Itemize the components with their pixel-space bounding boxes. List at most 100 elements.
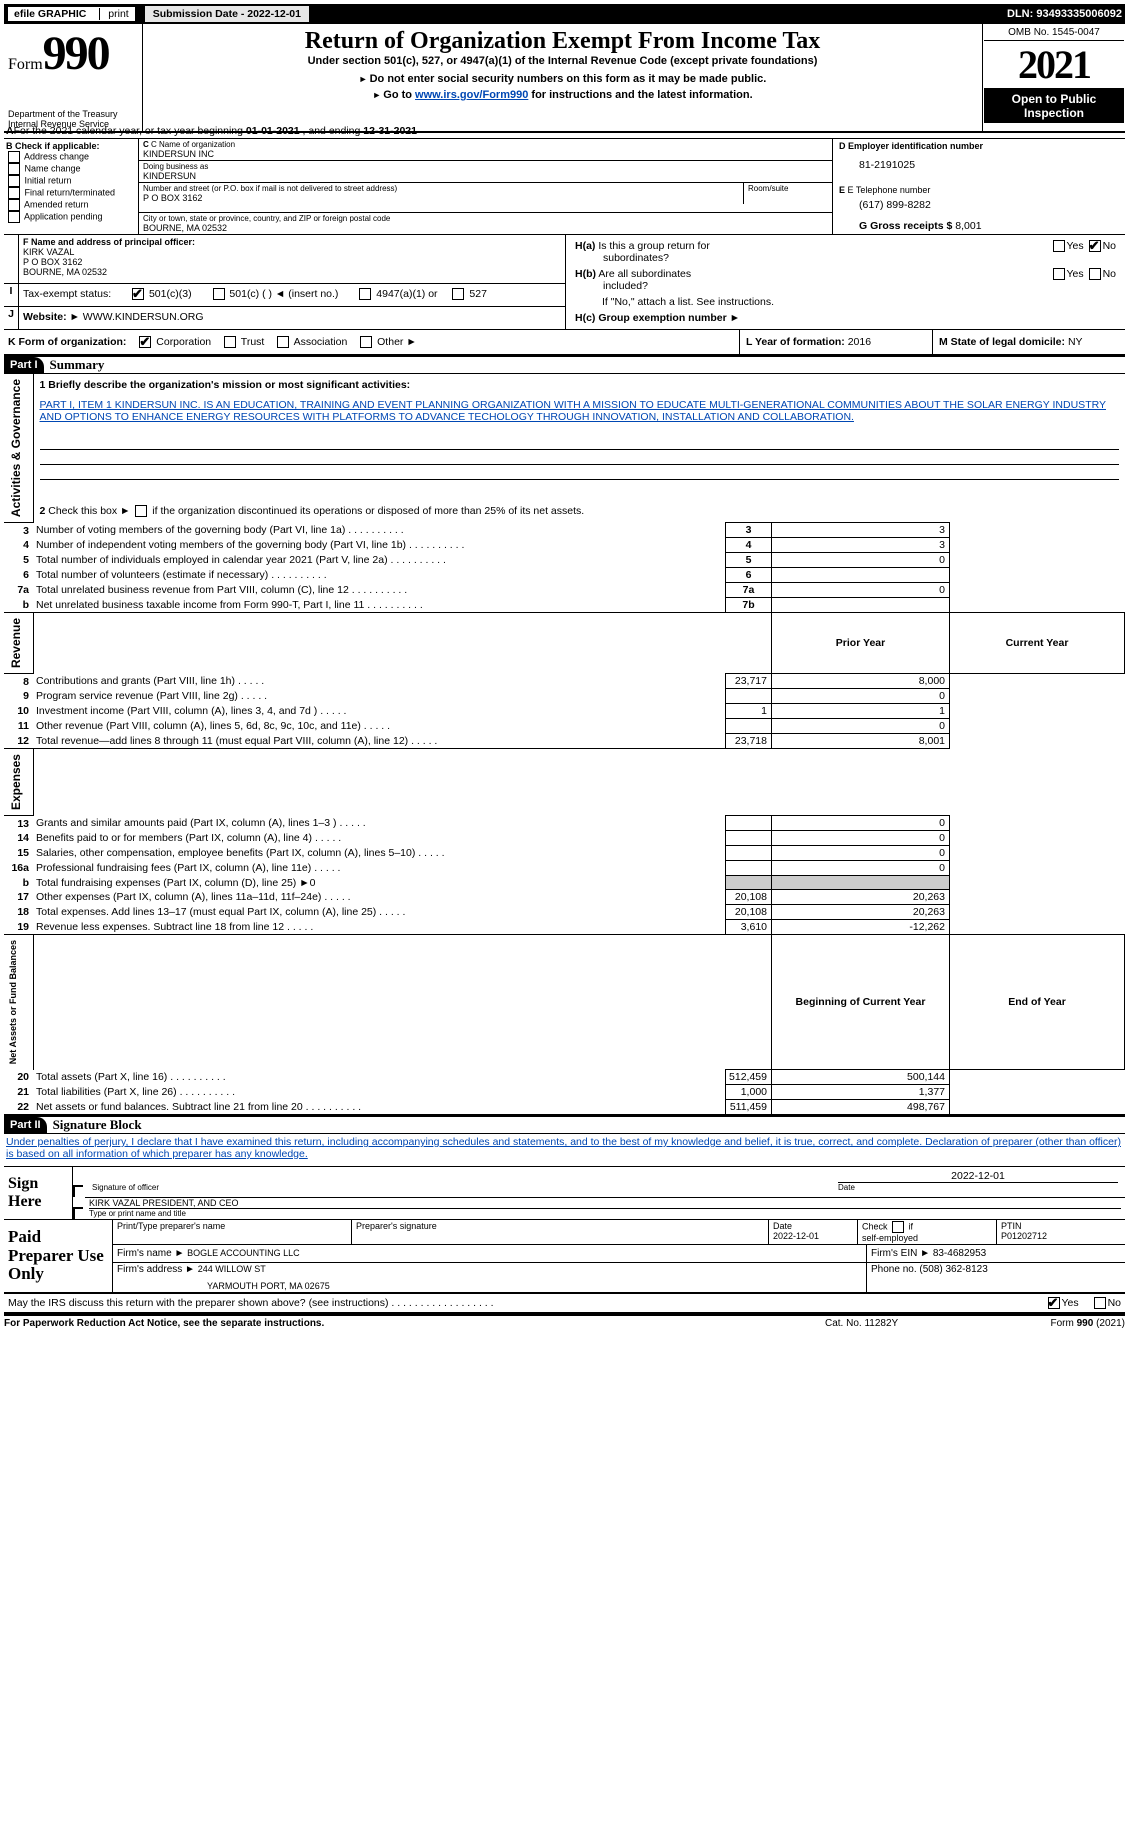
box-c-dba: Doing business as KINDERSUN bbox=[139, 161, 833, 183]
footer-right: Form 990 (2021) bbox=[985, 1318, 1125, 1329]
table-row: b Net unrelated business taxable income … bbox=[4, 598, 1125, 613]
box-b-checkbox[interactable] bbox=[8, 211, 20, 223]
table-row: 21 Total liabilities (Part X, line 26) 1… bbox=[4, 1085, 1125, 1100]
box-b-label: B Check if applicable: bbox=[6, 141, 100, 151]
ha-no-checkbox[interactable] bbox=[1089, 240, 1101, 252]
i-o2: 501(c) ( ) ◄ (insert no.) bbox=[229, 288, 338, 300]
efile-text: efile GRAPHIC bbox=[14, 8, 86, 20]
i-501c3-checkbox[interactable] bbox=[132, 288, 144, 300]
may-irs-no-checkbox[interactable] bbox=[1094, 1297, 1106, 1309]
k-trust-checkbox[interactable] bbox=[224, 336, 236, 348]
i-4947-checkbox[interactable] bbox=[359, 288, 371, 300]
p-date-label: Date bbox=[773, 1221, 792, 1231]
footer-mid: Cat. No. 11282Y bbox=[825, 1318, 985, 1329]
table-row: 9 Program service revenue (Part VIII, li… bbox=[4, 689, 1125, 704]
box-b-checkbox[interactable] bbox=[8, 163, 20, 175]
i-label: Tax-exempt status: bbox=[23, 288, 111, 300]
self-employed-checkbox[interactable] bbox=[892, 1221, 904, 1233]
box-b-checkbox[interactable] bbox=[8, 151, 20, 163]
i-o4: 527 bbox=[469, 288, 487, 300]
part-1-table: Activities & Governance 1 Briefly descri… bbox=[4, 374, 1125, 1116]
box-c-city: City or town, state or province, country… bbox=[139, 213, 833, 235]
part-2-tag: Part II bbox=[4, 1117, 47, 1133]
hb-no-checkbox[interactable] bbox=[1089, 268, 1101, 280]
c-label: C Name of organization bbox=[151, 140, 235, 149]
klm-block: K Form of organization: Corporation Trus… bbox=[4, 329, 1125, 356]
table-row: 3 Number of voting members of the govern… bbox=[4, 523, 1125, 538]
street-label: Number and street (or P.O. box if mail i… bbox=[143, 184, 739, 193]
firm-addr2: YARMOUTH PORT, MA 02675 bbox=[207, 1281, 862, 1291]
k-o2: Trust bbox=[241, 336, 265, 348]
firm-ein-label: Firm's EIN ► bbox=[871, 1248, 930, 1259]
box-b-checkbox[interactable] bbox=[8, 199, 20, 211]
goto-post: for instructions and the latest informat… bbox=[528, 89, 752, 101]
box-b-checkbox[interactable] bbox=[8, 175, 20, 187]
end-year-header: End of Year bbox=[950, 935, 1125, 1070]
form-title: Return of Organization Exempt From Incom… bbox=[151, 28, 974, 55]
l-label: L Year of formation: bbox=[746, 336, 848, 348]
box-b-item: Amended return bbox=[6, 199, 136, 211]
room-label: Room/suite bbox=[748, 184, 828, 193]
box-f: F Name and address of principal officer:… bbox=[19, 235, 566, 284]
box-c-street-row: Number and street (or P.O. box if mail i… bbox=[139, 183, 833, 213]
p-sig-label: Preparer's signature bbox=[352, 1220, 769, 1244]
ha-yes: Yes bbox=[1067, 240, 1084, 252]
box-m: M State of legal domicile: NY bbox=[933, 330, 1126, 356]
q1-label: 1 Briefly describe the organization's mi… bbox=[40, 379, 411, 391]
k-assoc-checkbox[interactable] bbox=[277, 336, 289, 348]
i-527-checkbox[interactable] bbox=[452, 288, 464, 300]
may-irs-no: No bbox=[1108, 1297, 1121, 1309]
date-label: Date bbox=[838, 1183, 1118, 1192]
table-row: 14 Benefits paid to or for members (Part… bbox=[4, 831, 1125, 846]
line-a-mid: , and ending bbox=[300, 125, 364, 137]
k-o1: Corporation bbox=[156, 336, 211, 348]
table-row: 4 Number of independent voting members o… bbox=[4, 538, 1125, 553]
open-to-public: Open to Public Inspection bbox=[984, 89, 1124, 123]
box-b-checkbox[interactable] bbox=[8, 187, 20, 199]
ha-yes-checkbox[interactable] bbox=[1053, 240, 1065, 252]
hb-yes-checkbox[interactable] bbox=[1053, 268, 1065, 280]
table-row: 13 Grants and similar amounts paid (Part… bbox=[4, 816, 1125, 831]
ptin-value: P01202712 bbox=[1001, 1231, 1047, 1241]
i-o3: 4947(a)(1) or bbox=[376, 288, 437, 300]
dba-label: Doing business as bbox=[143, 162, 828, 171]
org-name: KINDERSUN INC bbox=[143, 149, 828, 159]
footer-right-pre: Form bbox=[1051, 1318, 1077, 1329]
part-1-tag: Part I bbox=[4, 357, 44, 373]
box-i: Tax-exempt status: 501(c)(3) 501(c) ( ) … bbox=[19, 284, 566, 307]
table-row: 22 Net assets or fund balances. Subtract… bbox=[4, 1100, 1125, 1116]
prior-year-header: Prior Year bbox=[772, 613, 950, 674]
officer-name-title: KIRK VAZAL PRESIDENT, AND CEO bbox=[89, 1198, 1121, 1209]
submission-date-button[interactable]: Submission Date - 2022-12-01 bbox=[144, 5, 310, 23]
ptin-label: PTIN bbox=[1001, 1221, 1022, 1231]
p-date: 2022-12-01 bbox=[773, 1231, 819, 1241]
irs-gov-link[interactable]: www.irs.gov/Form990 bbox=[415, 89, 528, 101]
table-row: 20 Total assets (Part X, line 16) 512,45… bbox=[4, 1070, 1125, 1085]
box-b-item: Name change bbox=[6, 163, 136, 175]
table-row: 8 Contributions and grants (Part VIII, l… bbox=[4, 674, 1125, 689]
street-value: P O BOX 3162 bbox=[143, 193, 739, 203]
table-row: b Total fundraising expenses (Part IX, c… bbox=[4, 876, 1125, 890]
prep-phone: (508) 362-8123 bbox=[919, 1264, 987, 1275]
penalties-text[interactable]: Under penalties of perjury, I declare th… bbox=[4, 1134, 1125, 1166]
may-irs-yes-checkbox[interactable] bbox=[1048, 1297, 1060, 1309]
firm-addr-label: Firm's address ► bbox=[117, 1264, 195, 1275]
table-row: 17 Other expenses (Part IX, column (A), … bbox=[4, 890, 1125, 905]
k-corp-checkbox[interactable] bbox=[139, 336, 151, 348]
k-other-checkbox[interactable] bbox=[360, 336, 372, 348]
firm-ein: 83-4682953 bbox=[933, 1248, 986, 1259]
officer-addr1: P O BOX 3162 bbox=[23, 257, 561, 267]
i-501c-checkbox[interactable] bbox=[213, 288, 225, 300]
table-row: 6 Total number of volunteers (estimate i… bbox=[4, 568, 1125, 583]
footer-right-b: 990 bbox=[1077, 1318, 1094, 1329]
line-a: AFor the 2021 calendar year, or tax year… bbox=[4, 124, 1125, 139]
sig-officer-label: Signature of officer bbox=[92, 1183, 834, 1192]
box-h: H(a) Is this a group return forsubordina… bbox=[566, 235, 1126, 330]
box-c-name: C C Name of organization KINDERSUN INC bbox=[139, 139, 833, 161]
footer-left: For Paperwork Reduction Act Notice, see … bbox=[4, 1318, 324, 1329]
table-row: 10 Investment income (Part VIII, column … bbox=[4, 704, 1125, 719]
l-value: 2016 bbox=[848, 336, 871, 348]
q2-checkbox[interactable] bbox=[135, 505, 147, 517]
q1-text[interactable]: PART I, ITEM 1 KINDERSUN INC. IS AN EDUC… bbox=[40, 399, 1107, 423]
print-text[interactable]: print bbox=[99, 8, 128, 20]
